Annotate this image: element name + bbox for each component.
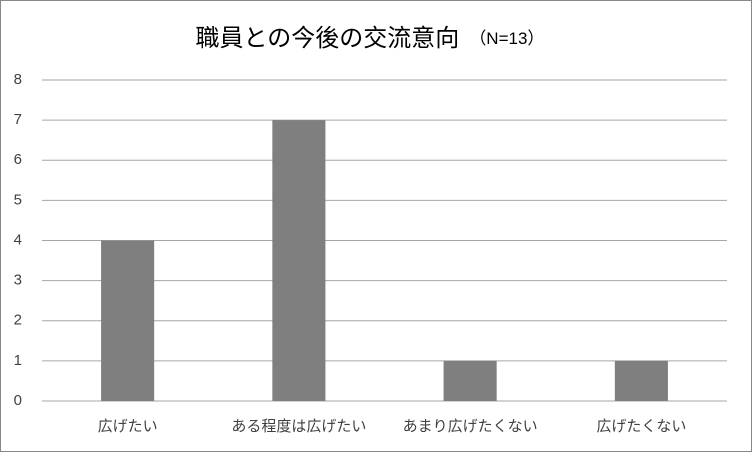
y-tick-label: 6 <box>14 151 22 168</box>
x-tick-label: あまり広げたくない <box>403 418 538 435</box>
title-main: 職員との今後の交流意向 <box>196 25 460 52</box>
y-tick-label: 7 <box>14 111 22 128</box>
y-tick-label: 2 <box>14 312 22 329</box>
y-tick-label: 0 <box>14 392 22 409</box>
x-tick-label: 広げたくない <box>596 418 686 435</box>
y-tick-label: 3 <box>14 272 22 289</box>
bar <box>101 240 155 401</box>
x-tick-label: 広げたい <box>98 418 158 435</box>
y-tick-label: 4 <box>14 231 22 248</box>
title-sub: （N=13） <box>469 29 544 48</box>
x-tick-label: ある程度は広げたい <box>231 418 366 435</box>
y-tick-label: 1 <box>14 352 22 369</box>
y-tick-label: 5 <box>14 191 22 208</box>
y-tick-label: 8 <box>14 71 22 88</box>
chart-title: 職員との今後の交流意向 （N=13） <box>196 25 545 52</box>
bar <box>614 360 668 401</box>
bar <box>443 360 497 401</box>
bar <box>272 120 326 401</box>
